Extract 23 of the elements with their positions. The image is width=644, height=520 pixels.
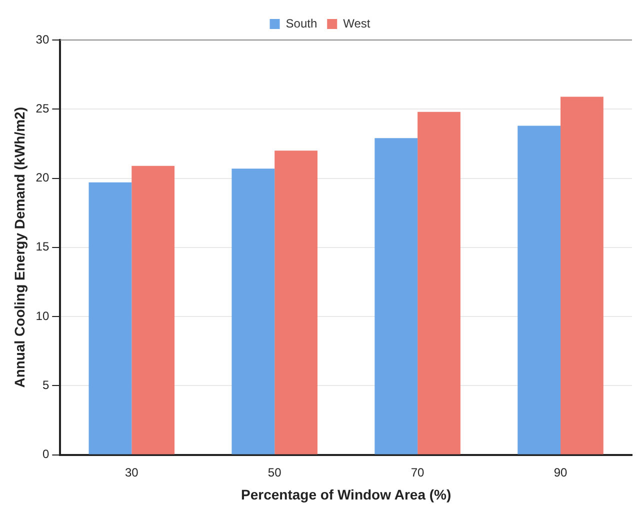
bar [518, 126, 561, 454]
bar [560, 96, 604, 454]
y-tick-label: 30 [36, 32, 50, 46]
bar [374, 138, 418, 454]
y-tick-label: 10 [36, 308, 50, 323]
y-tick-label: 15 [36, 240, 50, 254]
bar [418, 112, 460, 454]
bar [232, 168, 275, 454]
y-tick-label: 5 [42, 378, 50, 392]
bar [88, 182, 132, 454]
y-tick-label: 20 [36, 170, 50, 185]
y-tick-label: 0 [42, 447, 50, 462]
bar [132, 166, 175, 454]
y-tick-label: 25 [36, 101, 50, 116]
legend-label: South [286, 16, 318, 30]
x-tick-label: 90 [554, 465, 568, 480]
x-axis-title: Percentage of Window Area (%) [240, 486, 452, 502]
x-tick-label: 70 [410, 465, 425, 480]
bar [274, 150, 318, 454]
legend-label: West [343, 16, 371, 30]
x-tick-label: 50 [268, 465, 282, 480]
x-tick-label: 30 [124, 465, 139, 480]
y-axis-title: Annual Cooling Energy Demand (kWh/m2) [11, 107, 28, 388]
